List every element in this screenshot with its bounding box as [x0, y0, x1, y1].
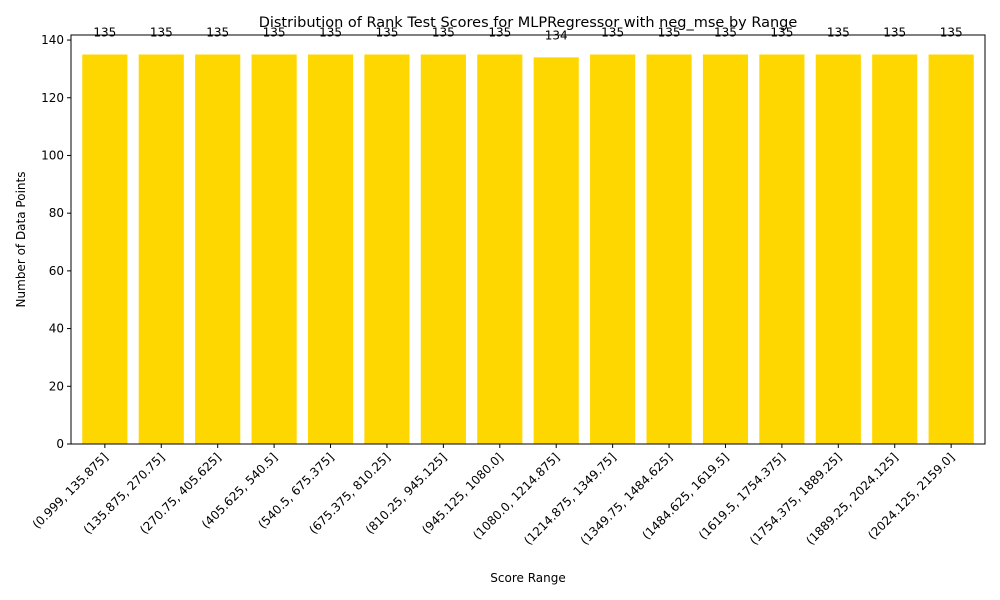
bar-12: [759, 54, 805, 444]
x-tick-label-13: (1754.375, 1889.25]: [747, 450, 844, 547]
y-tick-label-2: 40: [49, 322, 64, 336]
plot-frame: [70, 34, 986, 445]
data-label-6: 135: [432, 25, 455, 39]
y-tick-label-5: 100: [41, 148, 64, 162]
data-label-1: 135: [150, 25, 173, 39]
bars-layer: [82, 54, 974, 445]
x-tick-label-10: (1349.75, 1484.625]: [578, 450, 675, 547]
y-tick-label-1: 20: [49, 379, 64, 393]
bar-0: [82, 54, 128, 444]
y-axis-label: Number of Data Points: [14, 172, 28, 308]
y-axis: 0 20 40 60 80 100 120 140: [41, 33, 71, 451]
data-label-10: 135: [658, 25, 681, 39]
y-tick-label-4: 80: [49, 206, 64, 220]
bar-5: [364, 54, 410, 444]
bar-10: [646, 54, 692, 444]
data-label-14: 135: [883, 25, 906, 39]
bar-6: [420, 54, 466, 444]
bar-3: [251, 54, 297, 444]
x-axis: (0.999, 135.875](135.875, 270.75](270.75…: [30, 444, 957, 548]
data-label-5: 135: [375, 25, 398, 39]
x-tick-label-9: (1214.875, 1349.75]: [521, 450, 618, 547]
data-label-15: 135: [940, 25, 963, 39]
bar-11: [702, 54, 749, 444]
data-label-0: 135: [93, 25, 116, 39]
data-label-11: 135: [714, 25, 737, 39]
data-label-13: 135: [827, 25, 850, 39]
bar-9: [590, 54, 636, 444]
bar-8: [533, 57, 579, 445]
y-tick-label-6: 120: [41, 91, 64, 105]
data-label-2: 135: [206, 25, 229, 39]
data-label-4: 135: [319, 25, 342, 39]
y-tick-label-0: 0: [56, 437, 64, 451]
y-tick-label-3: 60: [49, 264, 64, 278]
data-label-7: 135: [488, 25, 511, 39]
bar-13: [815, 54, 861, 444]
bar-15: [928, 54, 974, 444]
bar-2: [195, 54, 241, 444]
bar-14: [872, 54, 918, 444]
data-label-12: 135: [770, 25, 793, 39]
bar-7: [477, 54, 523, 444]
data-label-9: 135: [601, 25, 624, 39]
data-label-3: 135: [263, 25, 286, 39]
bar-4: [307, 54, 354, 444]
chart-title: Distribution of Rank Test Scores for MLP…: [259, 15, 798, 31]
bar-1: [138, 54, 184, 444]
y-tick-label-7: 140: [41, 33, 64, 47]
x-axis-label: Score Range: [490, 571, 565, 585]
x-tick-label-14: (1889.25, 2024.125]: [803, 450, 900, 547]
